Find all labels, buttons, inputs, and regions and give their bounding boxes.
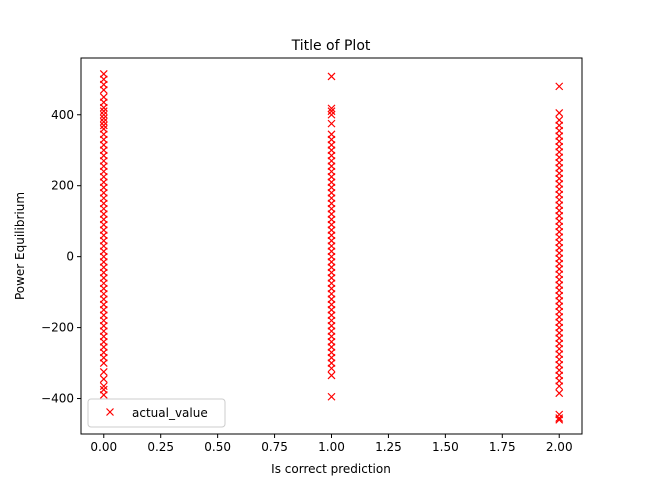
data-point (555, 109, 564, 117)
y-tick-label: 0 (66, 250, 74, 264)
x-tick-label: 0.75 (261, 440, 288, 454)
data-point (327, 72, 336, 81)
data-point (327, 110, 336, 119)
x-tick-label: 1.75 (489, 440, 516, 454)
x-tick-label: 1.25 (375, 440, 402, 454)
legend-x-marker-icon (106, 408, 114, 416)
chart-title: Title of Plot (291, 38, 371, 54)
data-point (99, 86, 108, 94)
data-point (99, 110, 108, 119)
y-tick-label: −200 (41, 321, 74, 335)
data-point (555, 382, 564, 391)
x-tick-label: 1.00 (318, 440, 345, 454)
data-point (99, 103, 108, 112)
data-points (99, 70, 564, 424)
y-axis-label: Power Equilibrium (13, 192, 27, 300)
data-point (99, 391, 108, 399)
legend-entry-label: actual_value (132, 406, 208, 420)
data-point (327, 107, 336, 116)
x-axis: 0.00 0.25 0.50 0.75 1.00 1.25 1.50 1.75 2.00 (90, 434, 573, 454)
data-point (327, 119, 336, 128)
data-point (327, 364, 336, 373)
data-point (99, 117, 108, 126)
data-point (327, 104, 336, 113)
data-point (555, 82, 564, 91)
x-tick-label: 0.25 (147, 440, 174, 454)
data-point (327, 392, 336, 401)
y-axis: −400 −200 0 200 400 (41, 108, 81, 406)
x-tick-label: 1.50 (432, 440, 459, 454)
data-point (555, 389, 564, 398)
y-tick-label: −400 (41, 392, 74, 406)
data-point (99, 375, 108, 383)
data-point (99, 359, 108, 367)
legend-marker (106, 408, 114, 416)
data-point (99, 114, 108, 123)
data-point (99, 368, 108, 376)
y-tick-label: 400 (51, 108, 74, 122)
x-tick-label: 0.50 (204, 440, 231, 454)
data-point (555, 414, 564, 422)
data-point (99, 107, 108, 116)
y-tick-label: 200 (51, 179, 74, 193)
data-point (99, 382, 108, 391)
x-axis-label: Is correct prediction (271, 462, 391, 476)
x-tick-label: 0.00 (90, 440, 117, 454)
legend-box (87, 398, 226, 428)
x-tick-label: 2.00 (546, 440, 573, 454)
legend: actual_value (87, 398, 226, 428)
data-point (555, 415, 564, 424)
data-point (327, 371, 336, 380)
data-point (99, 121, 108, 130)
